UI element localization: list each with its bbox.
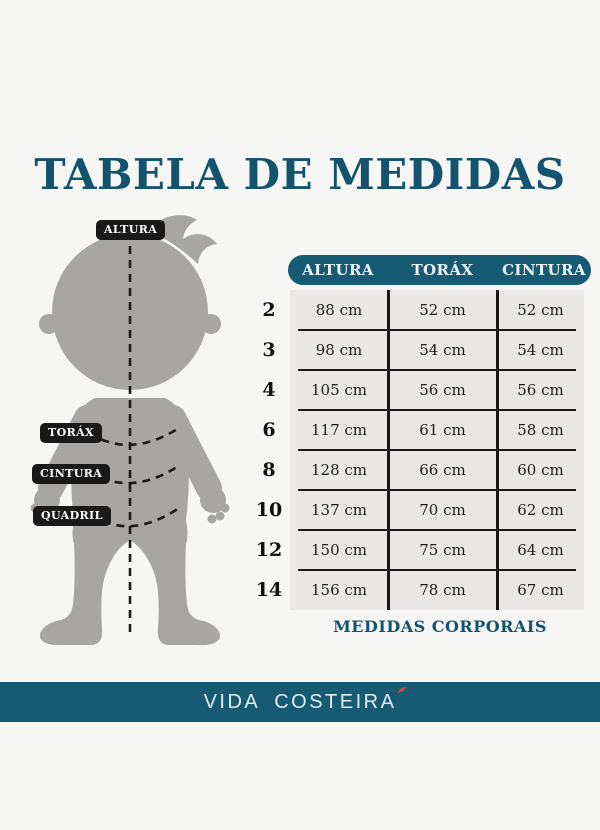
size-table: 2 88 cm 52 cm 52 cm 3 98 cm 54 cm 54 cm … [256, 290, 584, 610]
head [52, 234, 208, 390]
cell-size: 8 [262, 459, 276, 481]
cintura-tag: CINTURA [32, 464, 111, 484]
right-fingers [215, 511, 225, 521]
cell-torax: 75 cm [419, 541, 466, 559]
cell-torax: 56 cm [419, 381, 466, 399]
cell-torax: 52 cm [419, 301, 466, 319]
cell-cintura: 67 cm [517, 581, 564, 599]
torso-and-legs [39, 398, 221, 646]
cell-size: 4 [262, 379, 276, 401]
cell-altura: 156 cm [310, 581, 368, 599]
table-caption: MEDIDAS CORPORAIS [333, 617, 547, 636]
hip-dashed-curve [90, 504, 183, 528]
cell-size: 3 [262, 339, 276, 361]
table-row: 8 128 cm 66 cm 60 cm [262, 450, 584, 491]
cell-altura: 105 cm [310, 381, 368, 399]
column-header-altura: ALTURA [302, 261, 374, 279]
cell-torax: 78 cm [419, 581, 466, 599]
cell-cintura: 64 cm [517, 541, 564, 559]
quadril-tag: QUADRIL [33, 506, 111, 526]
child-body-shape [30, 215, 230, 646]
cell-torax: 54 cm [419, 341, 466, 359]
table-row: 12 150 cm 75 cm 64 cm [256, 530, 584, 571]
hair-tuft [155, 215, 217, 264]
right-fingers [207, 514, 217, 524]
torax-tag: TORÁX [40, 423, 102, 443]
cell-cintura: 62 cm [517, 501, 564, 519]
cell-altura: 137 cm [310, 501, 368, 519]
chest-dashed-curve [88, 426, 180, 447]
cell-cintura: 56 cm [517, 381, 564, 399]
cell-torax: 66 cm [419, 461, 466, 479]
right-fingers [220, 503, 230, 513]
cell-size: 12 [255, 539, 283, 561]
column-header-torax: TORÁX [411, 261, 474, 279]
table-row: 14 156 cm 78 cm 67 cm [256, 570, 584, 610]
table-row: 2 88 cm 52 cm 52 cm [262, 290, 584, 331]
table-row: 3 98 cm 54 cm 54 cm [262, 330, 584, 371]
brand-banner: VIDA COSTEIRA [0, 682, 600, 722]
brand-name: VIDA COSTEIRA [203, 690, 397, 713]
page-title: TABELA DE MEDIDAS [34, 150, 566, 199]
cell-cintura: 52 cm [517, 301, 564, 319]
right-hand [200, 487, 226, 513]
cell-size: 6 [262, 419, 276, 441]
cell-size: 14 [255, 579, 283, 601]
cell-altura: 150 cm [310, 541, 368, 559]
table-row: 6 117 cm 61 cm 58 cm [262, 410, 584, 451]
altura-tag: ALTURA [96, 220, 166, 240]
brand-logo: VIDA COSTEIRA [203, 686, 408, 714]
cell-cintura: 60 cm [517, 461, 564, 479]
table-header: ALTURA TORÁX CINTURA [288, 255, 591, 285]
cell-size: 10 [255, 499, 283, 521]
cell-torax: 70 cm [419, 501, 466, 519]
right-arm [160, 405, 222, 501]
cell-altura: 117 cm [310, 421, 368, 439]
waist-dashed-curve [88, 463, 181, 485]
cell-cintura: 54 cm [517, 341, 564, 359]
cell-torax: 61 cm [419, 421, 466, 439]
table-row: 10 137 cm 70 cm 62 cm [256, 490, 584, 531]
cell-altura: 128 cm [310, 461, 368, 479]
column-header-cintura: CINTURA [502, 261, 586, 279]
cell-cintura: 58 cm [517, 421, 564, 439]
table-row: 4 105 cm 56 cm 56 cm [262, 370, 584, 411]
cell-altura: 88 cm [315, 301, 363, 319]
cell-size: 2 [262, 299, 276, 321]
child-silhouette [30, 215, 230, 646]
measurement-guides [88, 246, 183, 632]
cell-altura: 98 cm [315, 341, 363, 359]
bird-icon [397, 686, 408, 694]
